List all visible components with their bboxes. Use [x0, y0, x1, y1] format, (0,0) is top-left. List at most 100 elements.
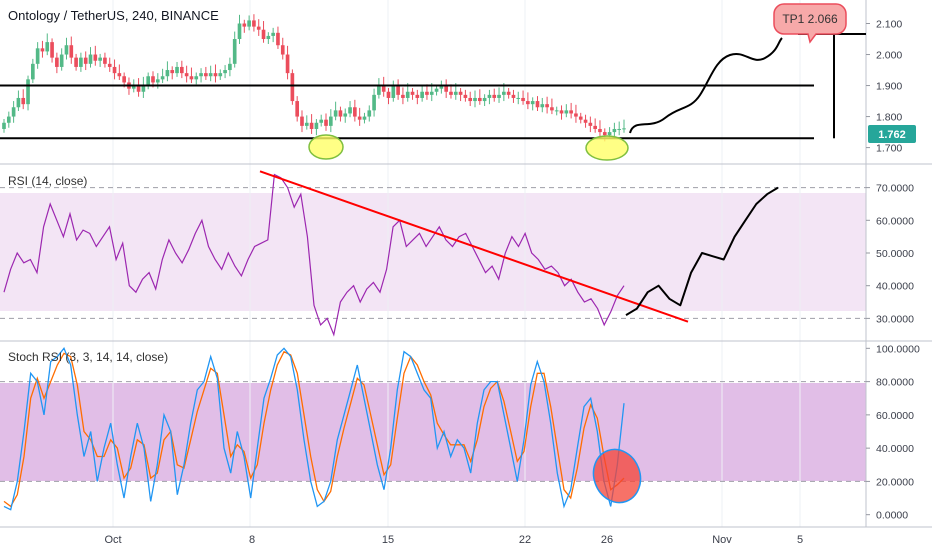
candle-body [40, 48, 45, 52]
candle-body [141, 85, 146, 92]
candle-body [410, 91, 415, 95]
candle-body [487, 94, 492, 98]
price-projection-curve [629, 37, 783, 134]
candle-body [458, 91, 463, 95]
candle-body [79, 57, 83, 67]
time-tick-label: 15 [382, 534, 394, 546]
candle-body [223, 70, 227, 74]
candle-body [477, 97, 482, 102]
candle-body [228, 63, 232, 71]
time-tick-label: 8 [249, 534, 255, 546]
candle-body [492, 94, 497, 98]
candle-body [401, 94, 405, 98]
candle-body [189, 76, 194, 80]
time-tick-label: 26 [601, 534, 613, 546]
candle-body [521, 97, 525, 102]
candle-body [554, 110, 559, 112]
target-callout[interactable]: TP1 2.066 [773, 3, 847, 44]
candle-body [468, 97, 473, 102]
stoch-d-line [3, 350, 625, 508]
candle-body [381, 85, 386, 92]
candle-body [497, 94, 501, 98]
time-tick-label: Oct [104, 534, 121, 546]
candle-body [362, 116, 367, 120]
candle-body [218, 73, 223, 77]
candle-body [506, 91, 511, 95]
candle-body [372, 94, 376, 111]
axis-tick-label: 2.000 [876, 50, 902, 62]
candle-body [545, 104, 549, 108]
time-tick-label: Nov [712, 534, 732, 546]
candle-body [535, 101, 540, 108]
axis-tick-label: 30.0000 [876, 313, 914, 325]
candle-body [180, 66, 184, 74]
candle-body [112, 66, 117, 74]
current-price-badge: 1.762 [868, 125, 916, 143]
target-label: TP1 2.066 [782, 12, 838, 26]
candle-body [252, 20, 256, 27]
axis-tick-label: 60.0000 [876, 215, 914, 227]
candle-body [165, 70, 170, 77]
candle-body [64, 45, 69, 55]
candle-body [55, 57, 59, 67]
candle-body [290, 73, 295, 102]
candle-body [256, 26, 261, 30]
candle-body [574, 113, 578, 117]
stoch-axis-ticks: 100.0000 80.0000 60.0000 40.0000 20.0000 0.00… [866, 343, 920, 522]
highlight-ellipse-right [585, 135, 629, 161]
candle-body [415, 94, 420, 98]
rsi-band [0, 193, 866, 311]
current-price-label: 1.762 [878, 129, 906, 141]
candle-body [74, 57, 78, 67]
candle-body [194, 76, 199, 80]
candle-body [482, 97, 487, 102]
candle-body [607, 132, 612, 136]
candle-body [31, 63, 35, 80]
candle-body [175, 66, 179, 74]
axis-tick-label: 80.0000 [876, 377, 914, 389]
candle-body [266, 35, 271, 40]
candle-body [530, 101, 535, 105]
candle-body [348, 107, 352, 114]
candle-body [304, 122, 309, 126]
candle-body [45, 42, 50, 52]
candle-body [300, 116, 304, 126]
candle-body [83, 57, 88, 64]
stoch-k-line [3, 347, 625, 511]
candle-body [386, 91, 391, 98]
candle-body [160, 76, 165, 80]
candle-body [473, 97, 477, 102]
axis-tick-label: 70.0000 [876, 183, 914, 195]
candle-body [449, 91, 453, 95]
axis-tick-label: 0.0000 [876, 510, 908, 522]
candle-body [511, 94, 516, 98]
candle-body [559, 110, 564, 114]
axis-tick-label: 1.700 [876, 143, 902, 155]
candle-body [439, 85, 444, 89]
axis-tick-label: 60.0000 [876, 410, 914, 422]
candle-body [285, 54, 290, 74]
candle-body [59, 54, 64, 67]
axis-tick-label: 100.0000 [876, 343, 920, 355]
candle-body [333, 110, 338, 117]
time-tick-label: 5 [797, 534, 803, 546]
candle-body [295, 101, 300, 117]
axis-tick-label: 1.800 [876, 112, 902, 124]
candle-body [564, 110, 569, 114]
candle-body [247, 20, 251, 27]
rsi-line [3, 173, 625, 337]
candle-body [319, 119, 324, 123]
rsi-axis-ticks: 70.0000 60.0000 50.0000 40.0000 30.0000 [866, 183, 914, 325]
candle-body [11, 107, 16, 117]
candle-body [146, 76, 151, 86]
candle-body [204, 73, 208, 77]
candle-body [199, 73, 203, 77]
price-drawings [308, 37, 783, 161]
candle-body [276, 32, 280, 46]
candle-body [396, 85, 400, 95]
candle-body [328, 116, 333, 126]
rsi-trendline [259, 170, 689, 323]
candle-body [569, 110, 573, 114]
candle-body [314, 122, 319, 129]
